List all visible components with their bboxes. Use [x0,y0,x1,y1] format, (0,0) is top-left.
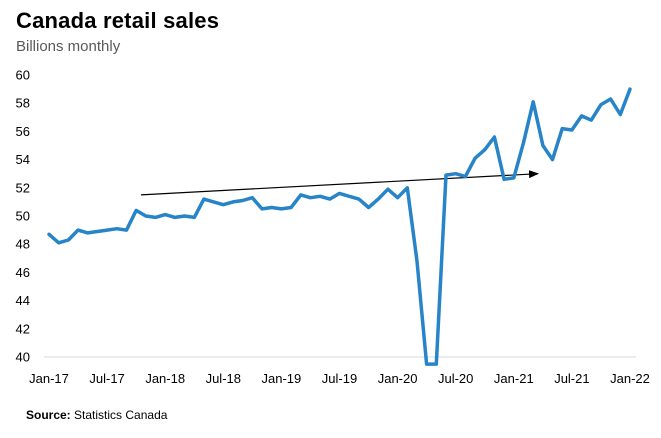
x-tick-label: Jul-19 [322,371,357,386]
x-tick-label: Jan-22 [610,371,650,386]
y-tick-label: 46 [16,265,30,280]
x-tick-label: Jan-19 [262,371,302,386]
x-tick-label: Jan-17 [29,371,69,386]
x-tick-label: Jan-18 [145,371,185,386]
x-tick-label: Jan-21 [494,371,534,386]
y-tick-label: 54 [16,152,30,167]
source-label: Source: [26,408,71,422]
x-tick-label: Jul-20 [438,371,473,386]
trend-arrow [140,170,540,196]
source-note: Source: Statistics Canada [26,408,167,422]
series-line-retail-sales [47,87,632,366]
y-tick-label: 52 [16,180,30,195]
y-tick-label: 50 [16,209,30,224]
x-tick-label: Jul-17 [89,371,124,386]
y-tick-label: 58 [16,96,30,111]
chart-subtitle: Billions monthly [16,38,121,55]
y-tick-label: 60 [16,68,30,83]
x-tick-label: Jan-20 [378,371,418,386]
chart-title: Canada retail sales [16,8,220,33]
x-tick-label: Jul-21 [554,371,589,386]
y-tick-label: 48 [16,237,30,252]
y-tick-label: 42 [16,321,30,336]
x-tick-label: Jul-18 [206,371,241,386]
y-tick-label: 44 [16,293,30,308]
source-text: Statistics Canada [74,408,168,422]
y-tick-label: 56 [16,124,30,139]
y-tick-label: 40 [16,350,30,365]
